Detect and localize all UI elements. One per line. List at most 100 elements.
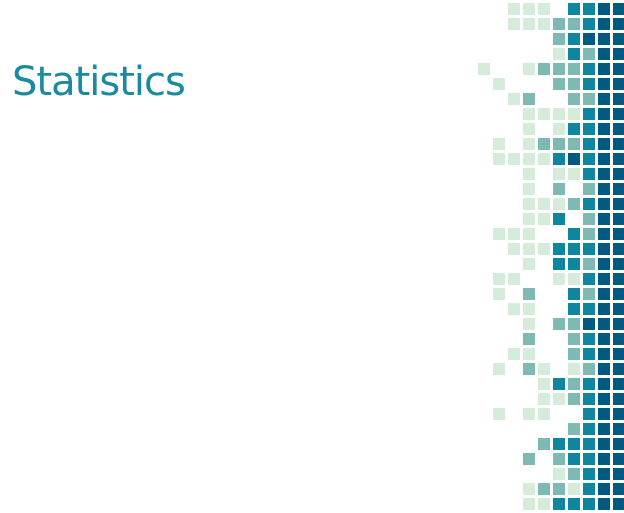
mosaic-tile: [553, 168, 565, 180]
mosaic-tile: [568, 63, 580, 75]
mosaic-tile: [598, 33, 610, 45]
mosaic-tile: [523, 288, 535, 300]
mosaic-tile: [568, 468, 580, 480]
mosaic-tile: [613, 138, 624, 150]
mosaic-tile: [613, 453, 624, 465]
mosaic-tile: [598, 3, 610, 15]
mosaic-tile: [583, 243, 595, 255]
mosaic-tile: [538, 63, 550, 75]
mosaic-tile: [553, 468, 565, 480]
mosaic-tile: [523, 243, 535, 255]
mosaic-tile: [613, 333, 624, 345]
mosaic-tile: [568, 453, 580, 465]
mosaic-tile: [568, 438, 580, 450]
mosaic-tile: [538, 153, 550, 165]
mosaic-tile: [508, 93, 520, 105]
mosaic-tile: [613, 153, 624, 165]
mosaic-tile: [568, 348, 580, 360]
mosaic-tile: [613, 243, 624, 255]
mosaic-tile: [568, 303, 580, 315]
mosaic-tile: [568, 48, 580, 60]
mosaic-tile: [598, 93, 610, 105]
mosaic-tile: [508, 243, 520, 255]
mosaic-tile: [493, 78, 505, 90]
mosaic-tile: [553, 438, 565, 450]
mosaic-tile: [538, 213, 550, 225]
mosaic-tile: [613, 78, 624, 90]
mosaic-tile: [568, 243, 580, 255]
mosaic-tile: [493, 153, 505, 165]
mosaic-tile: [598, 63, 610, 75]
mosaic-tile: [613, 423, 624, 435]
mosaic-tile: [598, 378, 610, 390]
mosaic-tile: [613, 33, 624, 45]
mosaic-tile: [538, 18, 550, 30]
mosaic-tile: [493, 363, 505, 375]
mosaic-tile: [568, 228, 580, 240]
mosaic-tile: [538, 483, 550, 495]
mosaic-tile: [583, 63, 595, 75]
mosaic-tile: [598, 123, 610, 135]
mosaic-tile: [568, 423, 580, 435]
mosaic-tile: [598, 333, 610, 345]
mosaic-tile: [553, 258, 565, 270]
mosaic-tile: [613, 303, 624, 315]
mosaic-tile: [568, 93, 580, 105]
mosaic-tile: [493, 228, 505, 240]
mosaic-tile: [583, 468, 595, 480]
mosaic-tile: [538, 363, 550, 375]
mosaic-tile: [568, 138, 580, 150]
mosaic-tile: [538, 498, 550, 510]
mosaic-tile: [583, 333, 595, 345]
mosaic-tile: [583, 453, 595, 465]
mosaic-tile: [553, 318, 565, 330]
mosaic-tile: [553, 18, 565, 30]
mosaic-tile: [613, 348, 624, 360]
mosaic-tile: [523, 183, 535, 195]
mosaic-tile: [553, 243, 565, 255]
mosaic-tile: [568, 273, 580, 285]
mosaic-tile: [568, 498, 580, 510]
mosaic-tile: [568, 108, 580, 120]
mosaic-tile: [613, 123, 624, 135]
mosaic-tile: [568, 288, 580, 300]
mosaic-tile: [613, 468, 624, 480]
mosaic-tile: [523, 363, 535, 375]
mosaic-tile: [478, 63, 490, 75]
mosaic-tile: [613, 408, 624, 420]
mosaic-tile: [553, 48, 565, 60]
mosaic-tile: [538, 3, 550, 15]
mosaic-tile: [598, 78, 610, 90]
mosaic-tile: [553, 108, 565, 120]
mosaic-tile: [523, 453, 535, 465]
mosaic-tile: [598, 393, 610, 405]
mosaic-tile: [493, 288, 505, 300]
mosaic-tile: [598, 48, 610, 60]
mosaic-tile: [568, 198, 580, 210]
mosaic-tile: [523, 408, 535, 420]
mosaic-tile: [598, 273, 610, 285]
mosaic-tile: [598, 243, 610, 255]
mosaic-tile: [538, 408, 550, 420]
mosaic-tile: [523, 258, 535, 270]
mosaic-tile: [598, 228, 610, 240]
mosaic-tile: [583, 438, 595, 450]
mosaic-tile: [493, 408, 505, 420]
mosaic-tile: [583, 483, 595, 495]
mosaic-tile: [523, 228, 535, 240]
mosaic-tile: [523, 303, 535, 315]
mosaic-tile: [523, 18, 535, 30]
mosaic-tile: [583, 33, 595, 45]
mosaic-tile: [613, 378, 624, 390]
mosaic-tile: [523, 93, 535, 105]
mosaic-tile: [583, 78, 595, 90]
mosaic-tile: [568, 153, 580, 165]
mosaic-tile: [598, 198, 610, 210]
mosaic-tile: [538, 198, 550, 210]
mosaic-tile: [598, 453, 610, 465]
mosaic-tile: [508, 273, 520, 285]
mosaic-tile: [568, 318, 580, 330]
mosaic-tile: [553, 153, 565, 165]
mosaic-tile: [598, 483, 610, 495]
